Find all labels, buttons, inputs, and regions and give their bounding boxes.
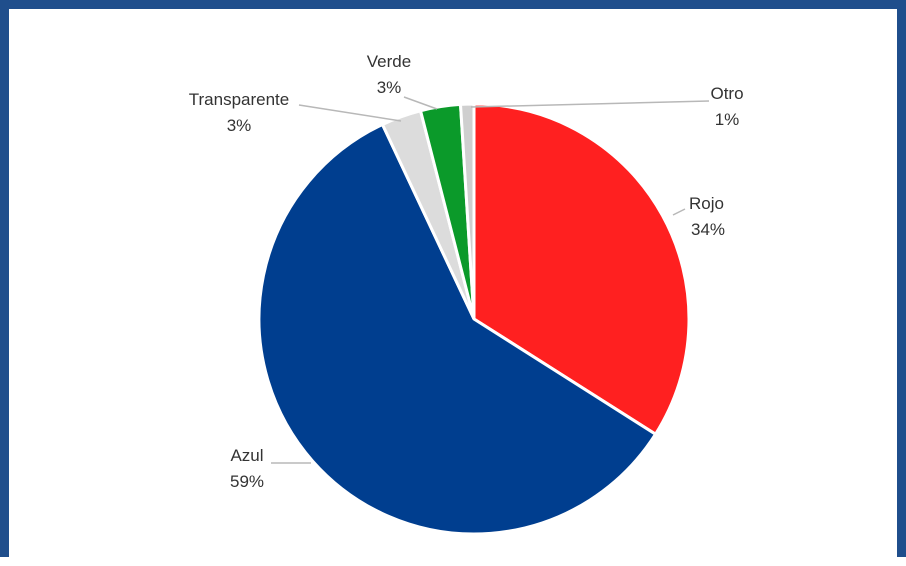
leader-line-transparente [298, 104, 402, 122]
pie-slices [257, 102, 691, 536]
pie-chart: Rojo 34% Azul 59% Transparente 3% Verde 3% Otro 1… [189, 52, 744, 536]
slice-label-otro: Otro [710, 84, 743, 103]
slice-label-azul: Azul [230, 446, 263, 465]
slice-percent-azul: 59% [230, 472, 264, 491]
pie-slice-azul [257, 122, 658, 536]
slice-label-verde: Verde [367, 52, 411, 71]
leader-line-rojo [672, 208, 686, 216]
slice-percent-otro: 1% [715, 110, 740, 129]
slice-label-rojo: Rojo [689, 194, 724, 213]
leader-line-otro [470, 100, 710, 108]
slice-percent-rojo: 34% [691, 220, 725, 239]
slice-percent-transparente: 3% [227, 116, 252, 135]
slice-percent-verde: 3% [377, 78, 402, 97]
slice-label-transparente: Transparente [189, 90, 289, 109]
leader-line-verde [403, 96, 438, 110]
pie-slice-otro [458, 102, 476, 320]
